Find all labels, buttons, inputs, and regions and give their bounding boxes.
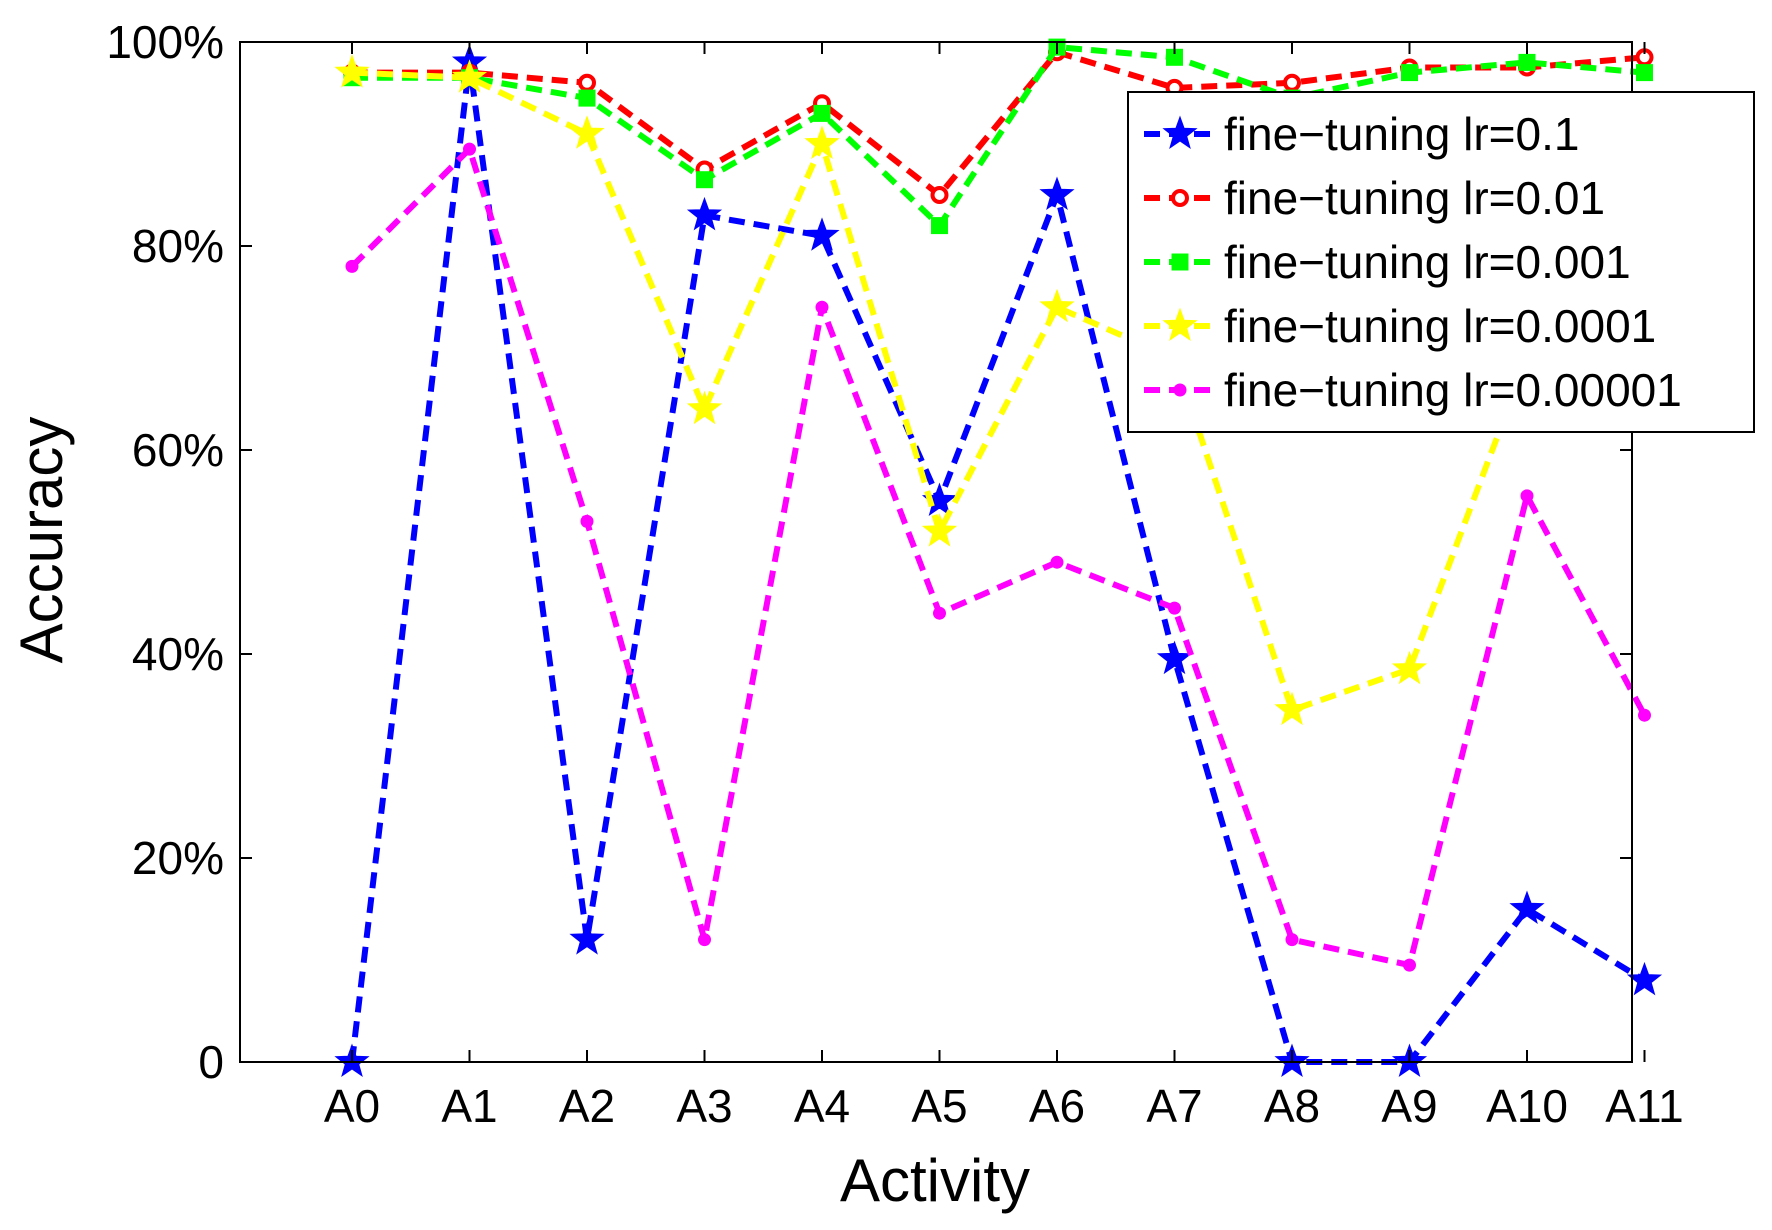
data-point	[815, 300, 829, 314]
series-line	[349, 146, 1648, 969]
data-point	[804, 125, 840, 159]
data-point	[1638, 708, 1651, 722]
x-tick-label: A0	[324, 1080, 380, 1132]
data-point	[580, 514, 594, 528]
x-tick-label: A10	[1486, 1080, 1568, 1132]
series-line	[349, 59, 1647, 1065]
series-line	[352, 44, 1645, 229]
x-tick-label: A2	[559, 1080, 615, 1132]
x-tick-label: A5	[911, 1080, 967, 1132]
data-point	[345, 259, 359, 273]
data-point	[1039, 288, 1075, 323]
series-line	[352, 49, 1645, 198]
plot-area	[334, 38, 1663, 1077]
legend-label: fine−tuning lr=0.001	[1224, 236, 1631, 288]
legend-label: fine−tuning lr=0.0001	[1224, 300, 1656, 352]
data-point	[578, 89, 596, 107]
x-tick-label: A6	[1029, 1080, 1085, 1132]
legend-box	[1127, 91, 1755, 433]
legend-entry: fine−tuning lr=0.00001	[1144, 364, 1682, 416]
data-point	[1168, 601, 1181, 615]
legend: fine−tuning lr=0.1 fine−tuning lr=0.01 fin…	[1127, 91, 1755, 433]
data-point	[933, 606, 946, 620]
data-point	[698, 933, 711, 947]
data-point	[1285, 933, 1299, 947]
data-point	[931, 217, 948, 235]
data-point	[1283, 73, 1301, 92]
data-point	[334, 54, 370, 88]
series-5	[345, 142, 1651, 972]
legend-entry: fine−tuning lr=0.01	[1144, 172, 1605, 224]
axes: 0 20% 40% 60% 80% 100% A0 A1 A2 A3 A4 A5 A6 A7 A8 A9 A10…	[106, 16, 1683, 1132]
data-point	[686, 390, 723, 425]
y-tick-label: 20%	[132, 832, 224, 884]
x-tick-label: A3	[676, 1080, 732, 1132]
data-point	[1509, 890, 1545, 924]
data-point	[1636, 64, 1653, 82]
data-point	[1520, 489, 1534, 503]
data-point	[569, 115, 605, 149]
data-point	[804, 217, 840, 251]
data-point	[696, 171, 713, 189]
y-tick-label: 80%	[132, 220, 224, 272]
y-tick-label: 60%	[132, 424, 224, 476]
data-point	[1391, 650, 1428, 685]
data-point	[686, 196, 723, 231]
legend-marker	[1171, 189, 1189, 207]
data-point	[813, 104, 831, 122]
plot-frame	[239, 41, 1633, 1063]
legend-entry: fine−tuning lr=0.1	[1144, 108, 1580, 160]
data-point	[1274, 691, 1310, 726]
legend-entry: fine−tuning lr=0.001	[1144, 236, 1631, 288]
data-point	[463, 142, 476, 156]
x-tick-label: A4	[794, 1080, 850, 1132]
data-point	[1039, 176, 1075, 210]
series-line	[351, 69, 1646, 714]
legend-label: fine−tuning lr=0.01	[1224, 172, 1605, 224]
data-point	[569, 921, 605, 955]
y-tick-label: 100%	[106, 16, 224, 68]
data-point	[1518, 53, 1536, 71]
legend-marker	[1173, 383, 1187, 397]
x-axis-title: Activity	[840, 1147, 1030, 1214]
data-point	[578, 73, 596, 92]
y-axis-title: Accuracy	[8, 417, 75, 664]
data-point	[921, 513, 958, 547]
data-point	[930, 186, 949, 204]
legend-label: fine−tuning lr=0.00001	[1224, 364, 1682, 416]
x-tick-label: A9	[1381, 1080, 1437, 1132]
x-tick-label: A7	[1146, 1080, 1202, 1132]
data-point	[1403, 958, 1416, 972]
legend-label: fine−tuning lr=0.1	[1224, 108, 1580, 160]
x-tick-label: A11	[1605, 1080, 1683, 1132]
x-tick-label: A8	[1264, 1080, 1320, 1132]
data-point	[1401, 64, 1418, 82]
x-tick-label: A1	[441, 1080, 497, 1132]
data-point	[1050, 555, 1064, 569]
legend-marker	[1162, 307, 1198, 341]
legend-marker	[1171, 253, 1189, 271]
y-tick-label: 0	[198, 1036, 224, 1088]
data-point	[451, 59, 488, 93]
data-point	[1156, 640, 1193, 675]
legend-marker	[1162, 115, 1198, 149]
y-tick-label: 40%	[132, 628, 224, 680]
legend-entry: fine−tuning lr=0.0001	[1144, 300, 1656, 352]
